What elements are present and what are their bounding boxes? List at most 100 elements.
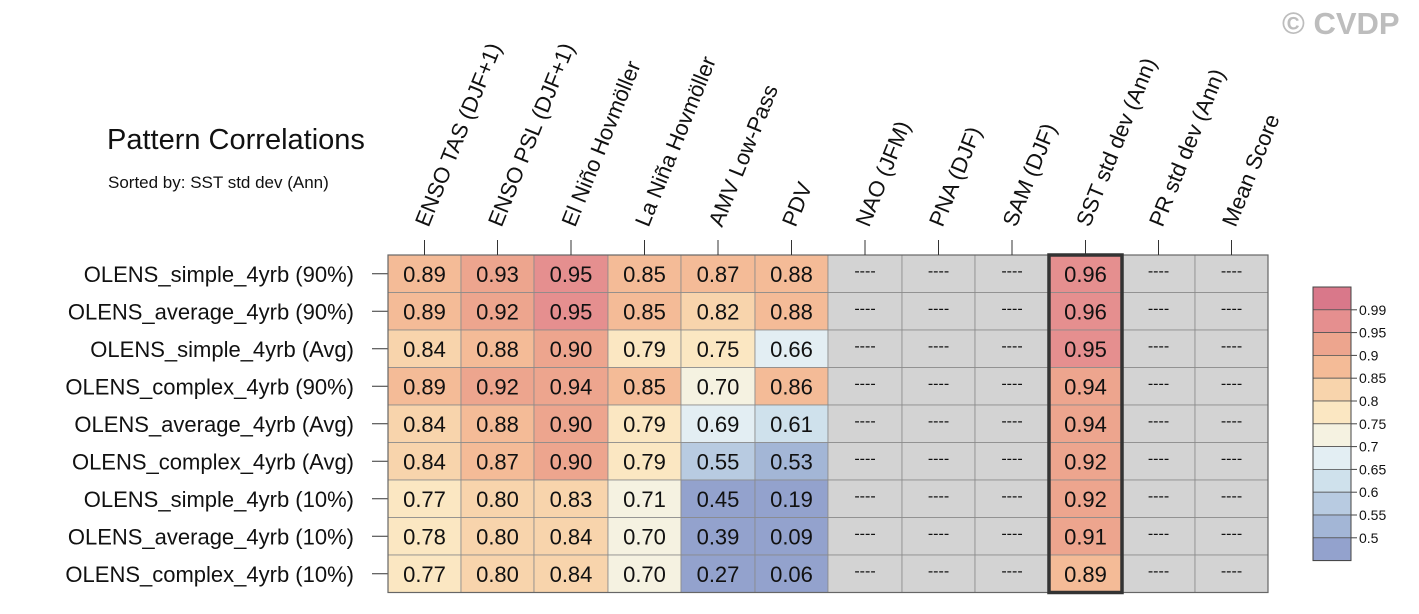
cell-value-label: 0.77: [403, 562, 446, 587]
heatmap-cell: [974, 292, 1050, 331]
cell-value-label: 0.84: [550, 562, 593, 587]
legend-swatch: [1312, 354, 1352, 379]
column-label: El Niño Hovmöller: [556, 57, 645, 230]
cell-value-label: ----: [1148, 375, 1169, 392]
cell-value-label: ----: [1221, 375, 1242, 392]
heatmap-cell: [460, 554, 535, 593]
cell-value-label: 0.94: [1064, 374, 1107, 399]
cell-value-label: 0.89: [1064, 562, 1107, 587]
cell-value-label: 0.75: [697, 337, 740, 362]
cell-value-label: 0.69: [697, 412, 740, 437]
row-label: OLENS_simple_4yrb (Avg): [90, 337, 354, 362]
heatmap-cell: [1194, 442, 1269, 481]
cell-value-label: ----: [854, 375, 875, 392]
cell-value-label: 0.27: [697, 562, 740, 587]
legend-swatch: [1312, 309, 1352, 333]
cell-value-label: 0.94: [1064, 412, 1107, 437]
legend-label: 0.8: [1359, 393, 1379, 409]
heatmap-cell: [1194, 404, 1269, 443]
heatmap-cell: [901, 292, 976, 331]
column-label: SAM (DJF): [997, 120, 1061, 230]
cell-value-label: 0.79: [623, 337, 666, 362]
cell-value-label: ----: [854, 450, 875, 467]
cell-value-label: ----: [1001, 338, 1022, 355]
cell-value-label: 0.61: [770, 412, 813, 437]
column-label: La Niña Hovmöller: [630, 53, 721, 230]
cell-value-label: 0.92: [476, 299, 519, 324]
cell-value-label: ----: [1148, 338, 1169, 355]
cell-value-label: ----: [928, 300, 949, 317]
heatmap-cell: [460, 367, 535, 406]
column-label: PR std dev (Ann): [1144, 65, 1230, 230]
legend-swatch: [1312, 491, 1352, 516]
cell-value-label: 0.19: [770, 487, 813, 512]
cell-value-label: 0.66: [770, 337, 813, 362]
legend-label: 0.9: [1359, 347, 1379, 363]
heatmap-cell: [901, 442, 976, 481]
cell-value-label: ----: [1221, 300, 1242, 317]
cell-value-label: ----: [854, 488, 875, 505]
column-label: PNA (DJF): [924, 123, 987, 230]
heatmap-cell: [1194, 367, 1269, 406]
cell-value-label: 0.45: [697, 487, 740, 512]
heatmap-cell: [754, 329, 829, 368]
heatmap-cell: [607, 554, 682, 593]
legend-swatch: [1312, 423, 1352, 447]
cell-value-label: ----: [1001, 300, 1022, 317]
cell-value-label: 0.80: [476, 562, 519, 587]
cell-value-label: ----: [1148, 563, 1169, 580]
cell-value-label: 0.89: [403, 262, 446, 287]
heatmap-cell: [827, 517, 903, 556]
cell-value-label: 0.95: [550, 299, 593, 324]
row-label: OLENS_complex_4yrb (90%): [65, 374, 354, 399]
heatmap-cell: [607, 367, 682, 406]
heatmap-cell: [827, 292, 903, 331]
column-label: NAO (JFM): [850, 117, 915, 229]
row-label: OLENS_average_4yrb (10%): [68, 524, 354, 549]
cell-value-label: 0.92: [1064, 487, 1107, 512]
heatmap-cell: [533, 367, 609, 406]
heatmap-cell: [754, 554, 829, 593]
cell-value-label: 0.85: [623, 299, 666, 324]
heatmap-cell: [533, 292, 609, 331]
heatmap-cell: [1048, 329, 1123, 368]
cell-value-label: 0.95: [550, 262, 593, 287]
cell-value-label: 0.06: [770, 562, 813, 587]
heatmap-cell: [901, 554, 976, 593]
heatmap-cell: [754, 367, 829, 406]
cell-value-label: ----: [928, 338, 949, 355]
cell-value-label: 0.89: [403, 299, 446, 324]
heatmap-cell: [1048, 517, 1123, 556]
cell-value-label: 0.90: [550, 449, 593, 474]
cell-value-label: ----: [1221, 488, 1242, 505]
heatmap-cell: [974, 404, 1050, 443]
legend-label: 0.5: [1359, 530, 1379, 546]
heatmap-cell: [460, 479, 535, 518]
heatmap-cell: [901, 479, 976, 518]
cell-value-label: ----: [1221, 563, 1242, 580]
cell-value-label: 0.90: [550, 337, 593, 362]
heatmap-cell: [827, 442, 903, 481]
cell-value-label: ----: [1221, 413, 1242, 430]
cell-value-label: ----: [1148, 300, 1169, 317]
heatmap-cell: [533, 329, 609, 368]
cell-value-label: ----: [1148, 450, 1169, 467]
cell-value-label: ----: [928, 413, 949, 430]
heatmap-cell: [680, 442, 756, 481]
cell-value-label: ----: [1148, 525, 1169, 542]
heatmap-cell: [974, 479, 1050, 518]
heatmap-cell: [387, 554, 462, 593]
cell-value-label: 0.85: [623, 262, 666, 287]
legend-swatch: [1312, 332, 1352, 356]
heatmap-cell: [1048, 367, 1123, 406]
cell-value-label: 0.88: [770, 262, 813, 287]
heatmap-cell: [680, 479, 756, 518]
cell-value-label: 0.88: [476, 337, 519, 362]
heatmap-cell: [387, 404, 462, 443]
cell-value-label: 0.53: [770, 449, 813, 474]
cell-value-label: 0.90: [550, 412, 593, 437]
heatmap-cell: [533, 442, 609, 481]
cell-value-label: 0.79: [623, 449, 666, 474]
heatmap-cell: [387, 329, 462, 368]
cell-value-label: 0.94: [550, 374, 593, 399]
